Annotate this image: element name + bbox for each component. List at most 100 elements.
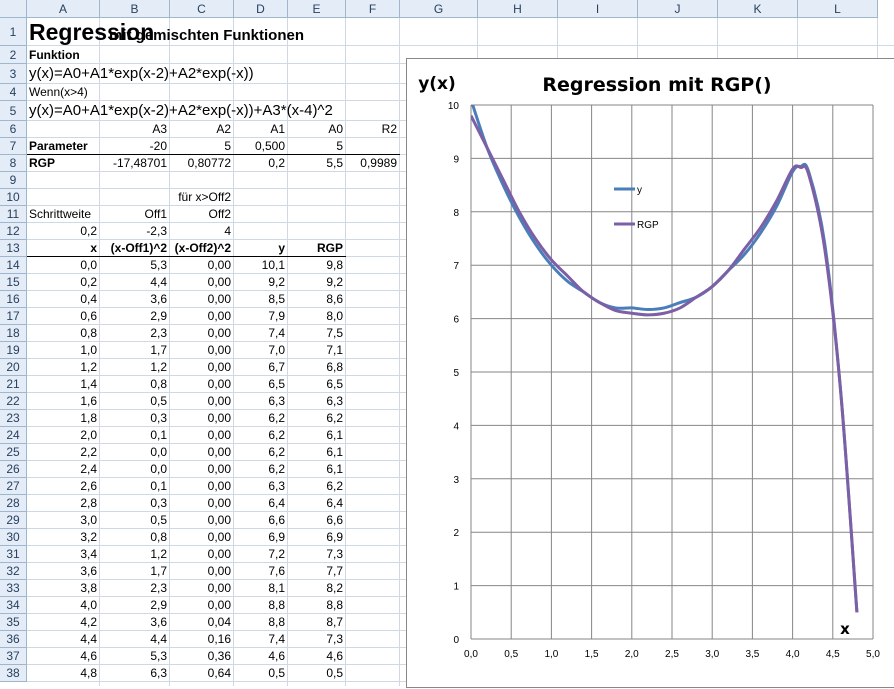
row-header-9[interactable]: 9: [0, 172, 27, 189]
cell-b7[interactable]: -20: [149, 139, 167, 153]
row-header-21[interactable]: 21: [0, 376, 27, 393]
cell-c18[interactable]: 0,00: [207, 326, 231, 340]
row-header-10[interactable]: 10: [0, 189, 27, 206]
cell-a4[interactable]: Wenn(x>4): [29, 85, 88, 99]
cell-e23[interactable]: 6,2: [326, 411, 343, 425]
column-header-e[interactable]: E: [288, 0, 346, 18]
row-header-17[interactable]: 17: [0, 308, 27, 325]
cell-d27[interactable]: 6,3: [268, 479, 285, 493]
cell-f8[interactable]: 0,9989: [360, 156, 397, 170]
cell-b38[interactable]: 6,3: [150, 666, 167, 680]
cell-b29[interactable]: 0,5: [150, 513, 167, 527]
cell-b13[interactable]: (x-Off1)^2: [110, 241, 167, 255]
cell-d36[interactable]: 7,4: [268, 632, 285, 646]
row-header-30[interactable]: 30: [0, 529, 27, 546]
row-header-37[interactable]: 37: [0, 648, 27, 665]
cell-c22[interactable]: 0,00: [207, 394, 231, 408]
cell-a24[interactable]: 2,0: [80, 428, 97, 442]
cell-d32[interactable]: 7,6: [268, 564, 285, 578]
cell-b18[interactable]: 2,3: [150, 326, 167, 340]
row-header-14[interactable]: 14: [0, 257, 27, 274]
cell-b20[interactable]: 1,2: [150, 360, 167, 374]
cell-c34[interactable]: 0,00: [207, 598, 231, 612]
row-header-35[interactable]: 35: [0, 614, 27, 631]
cell-a18[interactable]: 0,8: [80, 326, 97, 340]
row-header-19[interactable]: 19: [0, 342, 27, 359]
cell-a13[interactable]: x: [90, 241, 97, 255]
column-header-f[interactable]: F: [346, 0, 400, 18]
row-header-24[interactable]: 24: [0, 427, 27, 444]
row-header-38[interactable]: 38: [0, 665, 27, 682]
cell-b1[interactable]: mit gemischten Funktionen: [109, 27, 305, 44]
cell-f6[interactable]: R2: [381, 122, 397, 136]
row-header-23[interactable]: 23: [0, 410, 27, 427]
row-header-36[interactable]: 36: [0, 631, 27, 648]
cell-b23[interactable]: 0,3: [150, 411, 167, 425]
column-header-j[interactable]: J: [638, 0, 718, 18]
cell-a20[interactable]: 1,2: [80, 360, 97, 374]
cell-d24[interactable]: 6,2: [268, 428, 285, 442]
row-header-13[interactable]: 13: [0, 240, 27, 257]
cell-a36[interactable]: 4,4: [80, 632, 97, 646]
row-header-31[interactable]: 31: [0, 546, 27, 563]
row-header-27[interactable]: 27: [0, 478, 27, 495]
cell-a25[interactable]: 2,2: [80, 445, 97, 459]
cell-b30[interactable]: 0,8: [150, 530, 167, 544]
cell-a28[interactable]: 2,8: [80, 496, 97, 510]
cell-e19[interactable]: 7,1: [326, 343, 343, 357]
cell-d30[interactable]: 6,9: [268, 530, 285, 544]
cell-b14[interactable]: 5,3: [150, 258, 167, 272]
cell-d26[interactable]: 6,2: [268, 462, 285, 476]
cell-c33[interactable]: 0,00: [207, 581, 231, 595]
cell-a8[interactable]: RGP: [29, 156, 56, 170]
cell-b36[interactable]: 4,4: [150, 632, 167, 646]
cell-d34[interactable]: 8,8: [268, 598, 285, 612]
cell-b12[interactable]: -2,3: [146, 224, 167, 238]
cell-c28[interactable]: 0,00: [207, 496, 231, 510]
row-header-8[interactable]: 8: [0, 155, 27, 172]
row-header-11[interactable]: 11: [0, 206, 27, 223]
cell-e38[interactable]: 0,5: [326, 666, 343, 680]
cell-c30[interactable]: 0,00: [207, 530, 231, 544]
cell-d22[interactable]: 6,3: [268, 394, 285, 408]
cell-d28[interactable]: 6,4: [268, 496, 285, 510]
cell-e28[interactable]: 6,4: [326, 496, 343, 510]
cell-a26[interactable]: 2,4: [80, 462, 97, 476]
cell-d7[interactable]: 0,500: [254, 139, 285, 153]
row-header-33[interactable]: 33: [0, 580, 27, 597]
cell-d14[interactable]: 10,1: [261, 258, 285, 272]
cell-d17[interactable]: 7,9: [268, 309, 285, 323]
cell-b11[interactable]: Off1: [144, 207, 167, 221]
cell-a38[interactable]: 4,8: [80, 666, 97, 680]
cell-b16[interactable]: 3,6: [150, 292, 167, 306]
cell-a2[interactable]: Funktion: [29, 48, 80, 62]
cell-a22[interactable]: 1,6: [80, 394, 97, 408]
cell-a16[interactable]: 0,4: [80, 292, 97, 306]
row-header-1[interactable]: 1: [0, 18, 27, 46]
cell-a5[interactable]: y(x)=A0+A1*exp(x-2)+A2*exp(-x))+A3*(x-4)…: [29, 102, 333, 119]
row-header-15[interactable]: 15: [0, 274, 27, 291]
cell-a23[interactable]: 1,8: [80, 411, 97, 425]
cell-e15[interactable]: 9,2: [326, 275, 343, 289]
cell-a32[interactable]: 3,6: [80, 564, 97, 578]
row-header-29[interactable]: 29: [0, 512, 27, 529]
cell-c10[interactable]: für x>Off2: [178, 190, 231, 204]
cell-e33[interactable]: 8,2: [326, 581, 343, 595]
cell-a12[interactable]: 0,2: [80, 224, 97, 238]
cell-a21[interactable]: 1,4: [80, 377, 97, 391]
cell-c25[interactable]: 0,00: [207, 445, 231, 459]
cell-a14[interactable]: 0,0: [80, 258, 97, 272]
cell-e22[interactable]: 6,3: [326, 394, 343, 408]
cell-c32[interactable]: 0,00: [207, 564, 231, 578]
cell-a11[interactable]: Schrittweite: [29, 207, 92, 221]
cell-e26[interactable]: 6,1: [326, 462, 343, 476]
row-header-7[interactable]: 7: [0, 138, 27, 155]
cell-c31[interactable]: 0,00: [207, 547, 231, 561]
cell-a29[interactable]: 3,0: [80, 513, 97, 527]
cell-d19[interactable]: 7,0: [268, 343, 285, 357]
cell-c6[interactable]: A2: [216, 122, 231, 136]
cell-d23[interactable]: 6,2: [268, 411, 285, 425]
cell-e17[interactable]: 8,0: [326, 309, 343, 323]
cell-e6[interactable]: A0: [328, 122, 343, 136]
cell-d18[interactable]: 7,4: [268, 326, 285, 340]
